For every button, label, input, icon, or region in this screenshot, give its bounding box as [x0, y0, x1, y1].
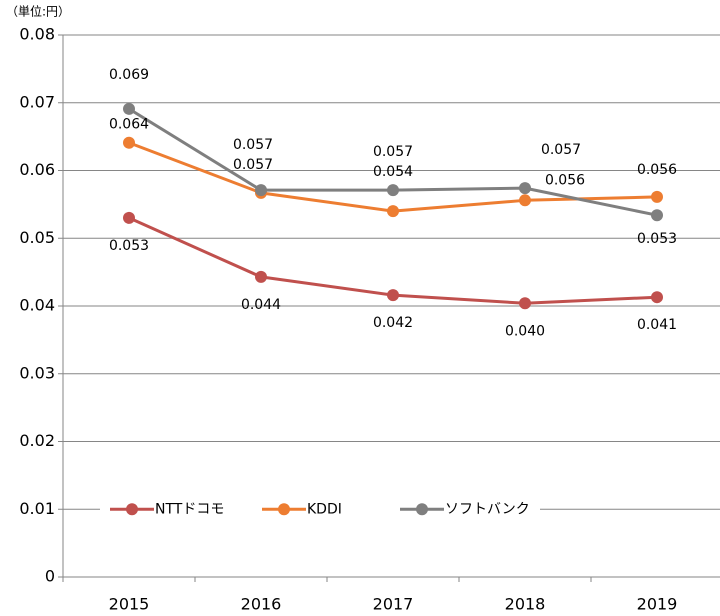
data-label: 0.057 [233, 137, 273, 153]
data-label: 0.054 [373, 164, 413, 180]
x-tick-label: 2015 [109, 595, 150, 614]
data-point [651, 190, 663, 203]
data-point [123, 102, 135, 115]
unit-label: （単位:円） [6, 4, 70, 19]
data-point [387, 205, 399, 218]
data-label: 0.056 [545, 172, 585, 188]
x-tick-label: 2019 [637, 595, 678, 614]
data-label: 0.044 [241, 297, 281, 313]
data-label: 0.053 [637, 231, 677, 247]
legend-label: NTTドコモ [155, 501, 224, 517]
data-point [519, 182, 531, 195]
y-tick-label: 0.05 [19, 228, 55, 247]
data-point [651, 209, 663, 222]
y-tick-label: 0.08 [19, 25, 55, 44]
data-label: 0.057 [233, 157, 273, 173]
x-tick-label: 2018 [505, 595, 546, 614]
y-tick-label: 0.02 [19, 431, 55, 450]
y-tick-label: 0.04 [19, 296, 55, 315]
legend-background [100, 495, 540, 524]
data-label: 0.057 [373, 144, 413, 160]
x-tick-label: 2017 [373, 595, 414, 614]
data-point [255, 184, 267, 197]
legend-marker [126, 503, 138, 516]
data-point [519, 297, 531, 310]
data-point [123, 136, 135, 149]
data-point [519, 194, 531, 207]
data-point [387, 289, 399, 302]
legend-marker [416, 503, 428, 516]
y-tick-label: 0.07 [19, 92, 55, 111]
data-point [387, 184, 399, 197]
data-label: 0.053 [109, 238, 149, 254]
y-tick-label: 0 [45, 567, 55, 586]
legend-marker [278, 503, 290, 516]
legend: NTTドコモ KDDI ソフトバンク [100, 495, 540, 524]
y-tick-label: 0.01 [19, 499, 55, 518]
y-tick-label: 0.06 [19, 160, 55, 179]
data-point [651, 291, 663, 304]
data-label: 0.057 [541, 142, 581, 158]
x-tick-label: 2016 [241, 595, 282, 614]
legend-label: KDDI [307, 501, 342, 517]
legend-label: ソフトバンク [445, 501, 530, 517]
data-label: 0.056 [637, 162, 677, 178]
data-label: 0.069 [109, 67, 149, 83]
data-label: 0.041 [637, 317, 677, 333]
series-line [128, 107, 658, 217]
data-label: 0.042 [373, 315, 413, 331]
data-label: 0.064 [109, 117, 149, 133]
data-point [255, 270, 267, 283]
data-point [123, 211, 135, 224]
y-tick-label: 0.03 [19, 363, 55, 382]
data-label: 0.040 [505, 323, 545, 339]
